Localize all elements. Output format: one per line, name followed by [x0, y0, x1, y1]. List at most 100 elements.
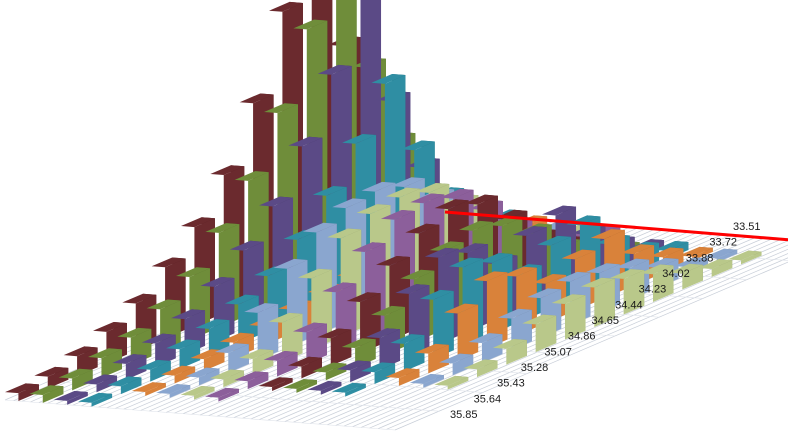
bar-top — [673, 257, 708, 268]
bar-top — [444, 303, 479, 314]
bar-top — [463, 359, 498, 370]
bar-top — [322, 282, 357, 293]
bar-top — [317, 64, 352, 75]
bar-top — [302, 222, 337, 233]
bar — [125, 355, 147, 380]
bar-top — [644, 257, 679, 268]
bar — [179, 340, 201, 370]
bar-top — [551, 294, 586, 304]
bar — [506, 340, 527, 365]
bar-top — [610, 269, 645, 279]
bar-top — [414, 343, 449, 354]
bar-top — [171, 309, 206, 320]
depth-axis-tick-label: 34.86 — [568, 331, 596, 343]
bar-top — [209, 369, 244, 380]
bar — [218, 388, 239, 402]
bar-top — [78, 392, 113, 403]
bar-top — [29, 385, 64, 396]
bar-top — [331, 382, 366, 393]
bar — [428, 344, 449, 374]
bar-top — [342, 133, 377, 144]
bar-top — [273, 258, 308, 269]
bar-top — [580, 277, 615, 288]
bar — [281, 313, 303, 363]
bar-top — [224, 294, 259, 305]
bar — [174, 366, 196, 384]
bar — [564, 295, 586, 340]
bar — [101, 349, 122, 378]
bar — [42, 386, 64, 403]
bar-top — [63, 346, 98, 357]
bar-top — [585, 263, 620, 274]
bar-top — [703, 248, 738, 259]
bar — [91, 393, 113, 407]
bar — [711, 260, 733, 277]
bar-top — [434, 199, 469, 210]
bar-top — [200, 277, 235, 287]
bar — [247, 372, 269, 390]
bar-top — [53, 391, 88, 401]
bar-top — [415, 183, 450, 193]
bar-top — [297, 268, 332, 279]
bar-top — [288, 356, 322, 367]
depth-axis-tick-label: 35.85 — [450, 409, 478, 421]
bar-top — [468, 333, 503, 343]
bar — [272, 378, 293, 391]
bar-top — [332, 198, 367, 209]
bar — [379, 329, 401, 370]
bar-top — [112, 354, 147, 364]
bar — [447, 376, 469, 390]
bar-top — [405, 223, 440, 234]
bar-top — [639, 264, 674, 275]
bar — [350, 361, 371, 383]
bar — [452, 354, 474, 376]
bar — [740, 251, 762, 265]
depth-axis-tick-label: 35.64 — [474, 393, 502, 405]
depth-axis-tick-label: 34.02 — [662, 268, 690, 280]
bar-top — [409, 374, 444, 384]
bar-top — [678, 246, 713, 257]
bar-top — [181, 217, 215, 228]
bar-top — [166, 339, 201, 350]
bar-top — [307, 380, 342, 391]
bar-top — [336, 360, 371, 371]
bar-top — [214, 343, 249, 354]
bar-top — [556, 271, 591, 282]
bar — [238, 295, 259, 344]
bar-top — [473, 271, 508, 282]
bar-top — [341, 338, 376, 349]
bar-top — [424, 247, 459, 258]
bar-top — [502, 266, 537, 277]
bar-top — [210, 165, 245, 176]
depth-axis-tick-label: 34.44 — [615, 299, 643, 311]
bar-top — [283, 379, 317, 389]
depth-axis-tick-label: 34.65 — [592, 315, 620, 327]
bar-top — [492, 339, 527, 349]
bar-top — [395, 284, 430, 294]
bar-top — [269, 1, 303, 12]
bar-top — [649, 247, 684, 258]
bar-top — [239, 93, 274, 104]
bar-top — [356, 204, 391, 214]
bar-top — [390, 177, 425, 188]
bar-top — [478, 253, 513, 263]
bar-top — [156, 384, 191, 394]
bar-top — [698, 259, 733, 269]
bar-top — [117, 327, 152, 338]
bar-top — [146, 299, 181, 310]
bar — [155, 334, 176, 368]
bar-top — [327, 228, 362, 239]
bar-top — [88, 348, 122, 359]
bar-top — [449, 257, 484, 268]
bar-top — [234, 371, 269, 382]
bar — [433, 290, 454, 359]
bar — [457, 304, 479, 361]
bar — [345, 383, 366, 397]
bar — [476, 360, 498, 378]
bar-top — [361, 362, 396, 373]
bar-top — [400, 269, 435, 280]
bar-top — [527, 288, 562, 299]
bar — [716, 249, 738, 263]
depth-axis-tick-label: 35.07 — [544, 346, 572, 358]
